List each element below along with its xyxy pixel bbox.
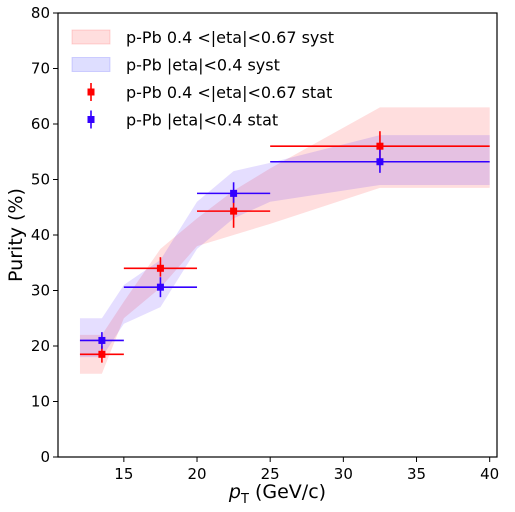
y-axis-label: Purity (%) (5, 188, 27, 282)
data-point (156, 264, 164, 272)
legend-band-swatch (71, 57, 111, 72)
y-axis-ticks: 0 10 20 30 40 50 60 70 80 (31, 4, 58, 466)
legend-label: p-Pb 0.4 <|eta|<0.67 syst (126, 28, 334, 47)
systematic-bands (79, 107, 490, 374)
syst-band-series-1 (79, 135, 490, 358)
y-tick-label: 40 (31, 226, 50, 244)
data-point (98, 336, 106, 344)
x-axis-label-main: p (228, 481, 241, 503)
y-tick-label: 0 (40, 448, 50, 466)
y-tick-label: 60 (31, 115, 50, 133)
data-point (156, 283, 164, 291)
x-tick-label: 25 (261, 465, 280, 483)
x-axis-label: pT (GeV/c) (228, 481, 326, 507)
data-point (376, 158, 384, 166)
x-axis-ticks: 15 20 25 30 35 40 (114, 457, 499, 483)
data-points (98, 142, 384, 358)
legend-marker (87, 88, 95, 96)
x-tick-label: 20 (187, 465, 206, 483)
data-point (376, 142, 384, 150)
data-point (230, 189, 238, 197)
legend: p-Pb 0.4 <|eta|<0.67 syst p-Pb |eta|<0.4 … (71, 28, 334, 130)
x-axis-label-rest: (GeV/c) (249, 481, 326, 503)
y-tick-label: 50 (31, 171, 50, 189)
y-tick-label: 70 (31, 60, 50, 78)
data-point (98, 350, 106, 358)
legend-label: p-Pb 0.4 <|eta|<0.67 stat (126, 83, 332, 102)
y-tick-label: 30 (31, 282, 50, 300)
x-tick-label: 35 (407, 465, 426, 483)
x-tick-label: 15 (114, 465, 133, 483)
data-point (230, 207, 238, 215)
legend-label: p-Pb |eta|<0.4 syst (126, 56, 280, 75)
legend-band-swatch (71, 29, 111, 45)
legend-label: p-Pb |eta|<0.4 stat (126, 111, 278, 130)
y-tick-label: 10 (31, 393, 50, 411)
legend-marker (87, 116, 95, 123)
x-tick-label: 30 (334, 465, 353, 483)
x-tick-label: 40 (480, 465, 499, 483)
syst-band-series-0 (79, 107, 490, 374)
x-axis-label-sub: T (240, 492, 249, 507)
y-tick-label: 80 (31, 4, 50, 22)
y-tick-label: 20 (31, 337, 50, 355)
plot-frame (57, 12, 498, 458)
